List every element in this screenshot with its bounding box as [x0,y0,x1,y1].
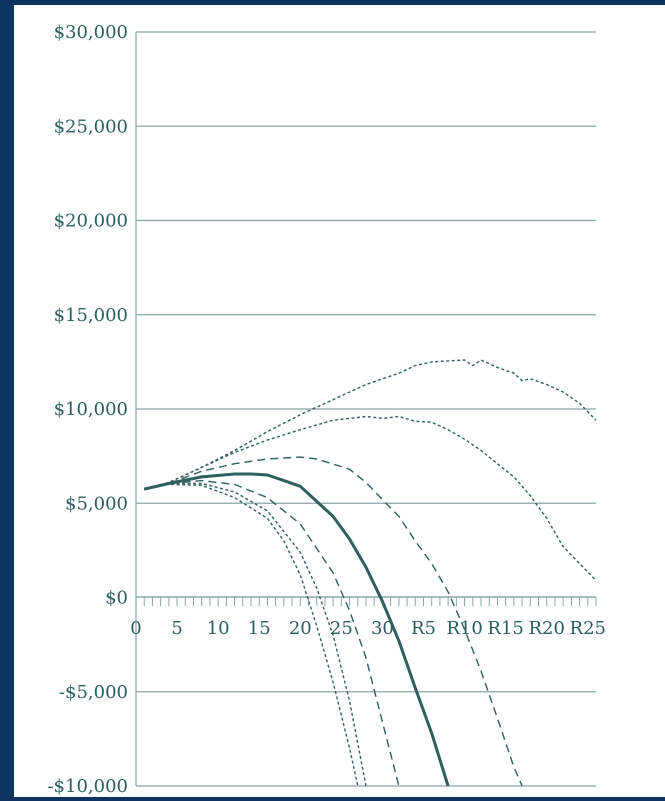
y-tick-label: $15,000 [54,305,128,326]
series-line-1 [144,483,359,787]
y-tick-label: $0 [105,588,128,609]
series-line-4 [143,472,450,787]
y-tick-labels: $30,000 $25,000 $20,000 $15,000 $10,000 $5,00… [47,22,128,797]
x-tick-label: R5 [411,618,436,639]
line-chart: $30,000 $25,000 $20,000 $15,000 $10,000 $5,00… [47,22,606,797]
chart-area: $30,000 $25,000 $20,000 $15,000 $10,000 $5,00… [14,5,665,797]
x-tick-label: 0 [130,618,141,639]
series-line-6 [144,415,597,581]
x-tick-label: 20 [289,618,312,639]
y-tick-label: $10,000 [54,399,128,420]
y-tick-label: $20,000 [54,211,128,232]
x-tick-labels: 0 5 10 15 20 25 30 R5 R10 R15 R20 R25 [130,618,606,639]
gridlines [136,31,596,787]
series-line-2 [144,482,367,787]
x-tick-label: R15 [487,618,523,639]
x-tick-label: 30 [371,618,394,639]
series-lines [143,359,597,787]
axes [135,32,597,786]
x-tick-label: 25 [330,618,353,639]
series-line-5 [144,456,523,787]
x-tick-label: R20 [528,618,564,639]
x-tick-label: 5 [171,618,182,639]
y-tick-label: $5,000 [65,493,128,514]
series-line-3 [144,479,400,787]
y-tick-label: -$10,000 [47,776,128,797]
y-tick-label: $30,000 [54,22,128,43]
x-tick-label: R25 [570,618,606,639]
x-tick-label: 10 [207,618,230,639]
x-tick-label: 15 [248,618,271,639]
y-tick-label: $25,000 [54,116,128,137]
y-tick-label: -$5,000 [59,682,128,703]
series-line-7 [144,359,597,490]
